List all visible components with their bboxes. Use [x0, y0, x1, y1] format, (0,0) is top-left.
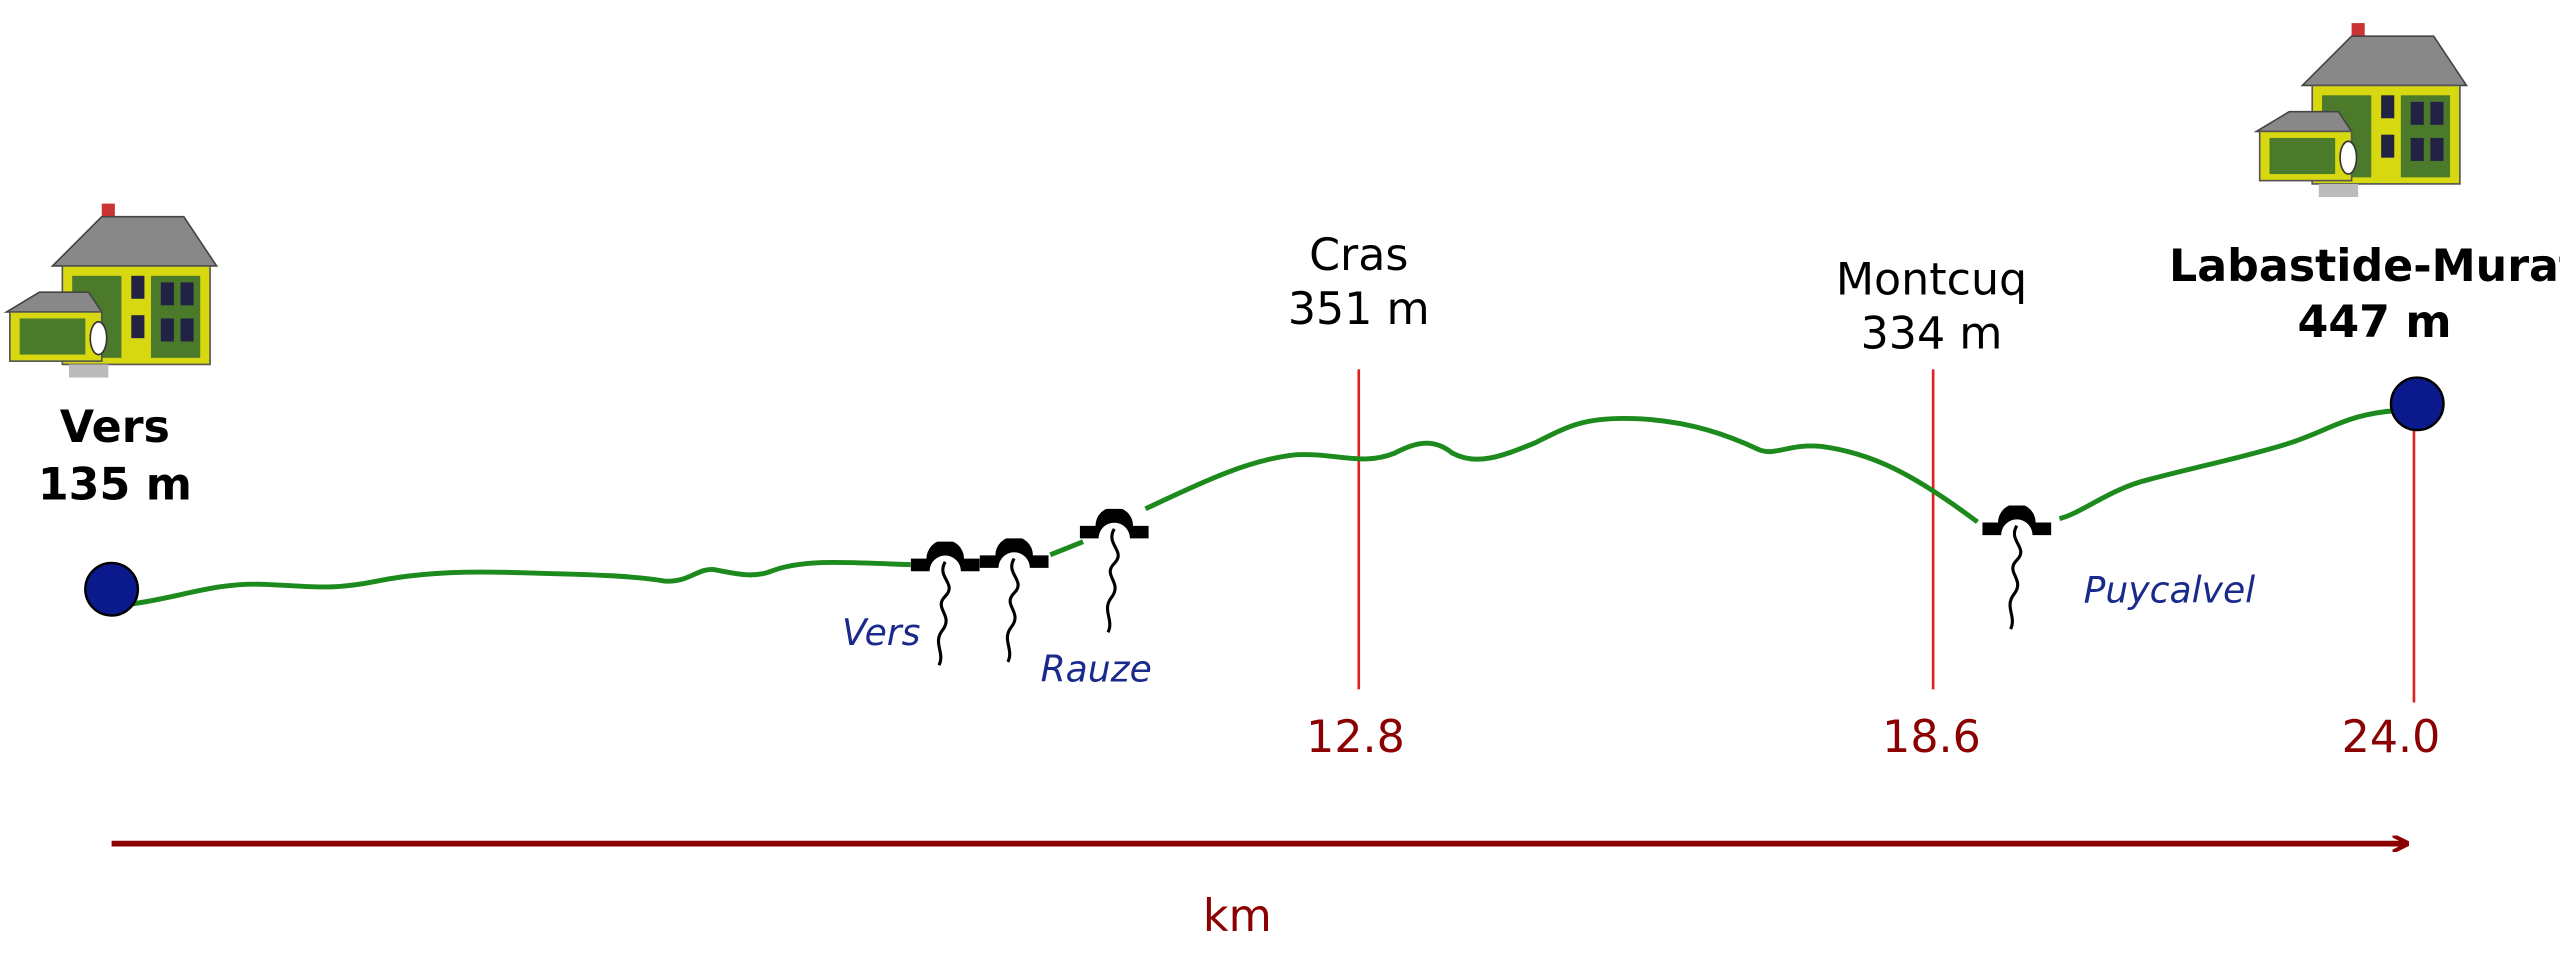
km-label: 18.6	[1882, 712, 1981, 763]
bridge-icon	[1079, 508, 1149, 634]
bridge-icon	[1982, 505, 2052, 631]
route-line	[130, 559, 911, 607]
route-line	[1144, 415, 1979, 524]
start-point	[84, 561, 140, 617]
start-house	[5, 202, 218, 379]
end-elevation: 447 m	[2298, 297, 2452, 348]
end-point	[2389, 376, 2445, 432]
km-label: 12.8	[1306, 712, 1405, 763]
end-name: Labastide-Murat	[2169, 241, 2560, 292]
river-label: Puycalvel	[2084, 569, 2256, 612]
waypoint-name: Cras	[1309, 230, 1408, 281]
waypoint-name: Montcuq	[1836, 254, 2027, 305]
start-name: Vers	[60, 402, 170, 453]
bridge-icon	[979, 538, 1049, 664]
start-elevation: 135 m	[38, 460, 192, 511]
bridge-icon	[910, 541, 980, 667]
end-house	[2255, 22, 2468, 198]
route-line	[1049, 539, 1084, 558]
km-label: 24.0	[2342, 712, 2441, 763]
waypoint-elevation: 334 m	[1861, 309, 2003, 360]
river-label: Rauze	[1041, 647, 1152, 690]
axis-label: km	[1203, 891, 1272, 942]
waypoint-elevation: 351 m	[1288, 284, 1430, 335]
route-line	[2058, 407, 2400, 522]
river-label: Vers	[842, 611, 921, 654]
